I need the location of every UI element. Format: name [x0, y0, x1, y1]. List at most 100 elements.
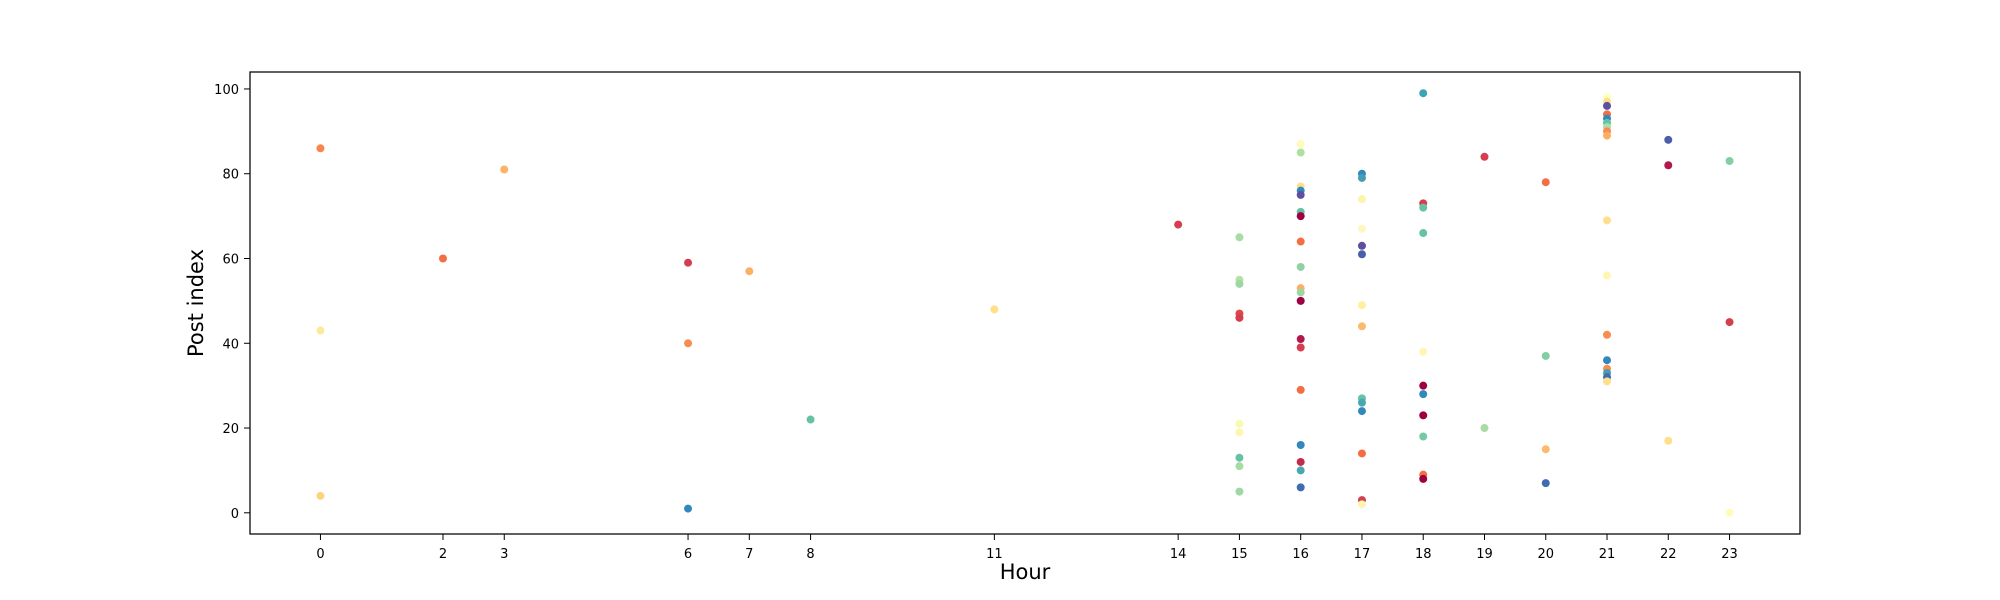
data-point [684, 258, 693, 267]
data-point [1419, 390, 1428, 399]
data-point [1603, 216, 1612, 225]
data-point [1357, 301, 1366, 310]
data-point [745, 267, 754, 276]
data-point [684, 504, 693, 513]
data-point [1480, 152, 1489, 161]
y-tick-label: 0 [231, 507, 239, 522]
data-point [806, 415, 815, 424]
data-point [316, 144, 325, 153]
y-tick-label: 20 [222, 422, 239, 437]
data-point [1357, 322, 1366, 331]
data-point [1296, 140, 1305, 149]
data-point [1603, 330, 1612, 339]
x-tick-label: 23 [1721, 547, 1738, 562]
x-axis-label: Hour [1000, 560, 1051, 584]
data-point [1296, 190, 1305, 199]
x-tick-label: 18 [1415, 547, 1432, 562]
x-tick-label: 6 [684, 547, 692, 562]
data-point [1603, 131, 1612, 140]
data-point [1235, 453, 1244, 462]
data-point [1235, 313, 1244, 322]
data-point [1296, 385, 1305, 394]
x-tick-label: 7 [745, 547, 753, 562]
x-tick-label: 15 [1231, 547, 1248, 562]
data-point [316, 491, 325, 500]
y-tick-label: 40 [222, 337, 239, 352]
data-point [1235, 462, 1244, 471]
data-point [1357, 407, 1366, 416]
data-point [1419, 432, 1428, 441]
data-point [316, 326, 325, 335]
data-point [684, 339, 693, 348]
data-point [1480, 424, 1489, 433]
data-point [1296, 343, 1305, 352]
x-tick-label: 11 [986, 547, 1003, 562]
data-point [1235, 233, 1244, 242]
data-point [1725, 508, 1734, 517]
data-point [1357, 449, 1366, 458]
data-point [1296, 296, 1305, 305]
plot-area-frame [249, 71, 1801, 535]
data-point [1357, 398, 1366, 407]
data-point [1357, 241, 1366, 250]
x-tick-label: 19 [1476, 547, 1493, 562]
y-axis: 0 20 40 60 80 100 [214, 83, 250, 522]
x-tick-label: 22 [1660, 547, 1677, 562]
data-point [1541, 479, 1550, 488]
data-point [1541, 445, 1550, 454]
x-tick-label: 3 [500, 547, 508, 562]
data-point [1296, 466, 1305, 475]
data-point [1357, 250, 1366, 259]
data-point [1357, 500, 1366, 509]
data-point [1541, 351, 1550, 360]
x-tick-label: 14 [1170, 547, 1187, 562]
y-tick-label: 60 [222, 252, 239, 267]
data-point [1419, 347, 1428, 356]
data-point [1235, 279, 1244, 288]
data-points [316, 89, 1734, 517]
data-point [1296, 457, 1305, 466]
data-point [438, 254, 447, 263]
data-point [1664, 161, 1673, 170]
data-point [1296, 212, 1305, 221]
x-tick-label: 16 [1292, 547, 1309, 562]
x-tick-label: 17 [1354, 547, 1371, 562]
x-tick-label: 21 [1599, 547, 1616, 562]
x-axis: 0 2 3 6 7 8 11 14 15 16 17 18 19 20 21 22 23 [316, 534, 1738, 562]
y-tick-label: 100 [214, 83, 239, 98]
data-point [1419, 229, 1428, 238]
data-point [1296, 440, 1305, 449]
x-tick-label: 2 [439, 547, 447, 562]
data-point [1357, 195, 1366, 204]
data-point [1296, 335, 1305, 344]
data-point [1235, 428, 1244, 437]
data-point [1296, 237, 1305, 246]
data-point [1296, 483, 1305, 492]
data-point [1603, 101, 1612, 110]
data-point [990, 305, 999, 314]
data-point [1419, 411, 1428, 420]
data-point [1664, 135, 1673, 144]
data-point [1296, 148, 1305, 157]
data-point [1235, 487, 1244, 496]
data-point [1357, 173, 1366, 182]
data-point [1296, 262, 1305, 271]
data-point [1419, 89, 1428, 98]
data-point [1725, 318, 1734, 327]
x-tick-label: 8 [806, 547, 814, 562]
data-point [500, 165, 509, 174]
y-axis-label: Post index [184, 249, 208, 357]
data-point [1296, 288, 1305, 297]
data-point [1603, 271, 1612, 280]
data-point [1664, 436, 1673, 445]
data-point [1357, 224, 1366, 233]
data-point [1419, 381, 1428, 390]
data-point [1603, 377, 1612, 386]
data-point [1603, 356, 1612, 365]
x-tick-label: 0 [316, 547, 324, 562]
data-point [1419, 203, 1428, 212]
x-tick-label: 20 [1537, 547, 1554, 562]
data-point [1174, 220, 1183, 229]
data-point [1235, 419, 1244, 428]
